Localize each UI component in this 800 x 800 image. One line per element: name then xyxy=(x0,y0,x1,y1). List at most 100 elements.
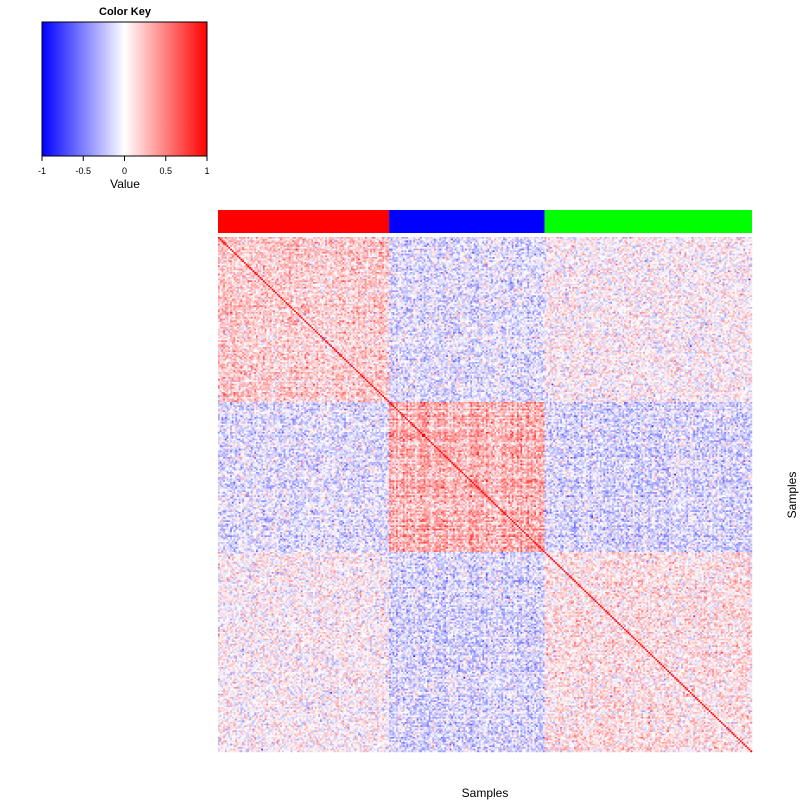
heatmap-cell xyxy=(361,244,363,246)
heatmap-cell xyxy=(361,242,363,244)
heatmap-cell xyxy=(669,240,671,242)
heatmap-cell xyxy=(263,237,265,239)
heatmap-cell xyxy=(529,239,531,241)
heatmap-cell xyxy=(261,244,263,246)
heatmap-cell xyxy=(522,244,524,246)
heatmap-cell xyxy=(584,240,586,242)
heatmap-cell xyxy=(278,247,280,249)
heatmap-cell xyxy=(422,245,424,247)
heatmap-cell xyxy=(596,240,598,242)
heatmap-cell xyxy=(586,245,588,247)
heatmap-cell xyxy=(619,242,621,244)
heatmap-cell xyxy=(434,245,436,247)
heatmap-cell xyxy=(387,237,389,239)
heatmap-cell xyxy=(622,240,624,242)
heatmap-cell xyxy=(577,239,579,241)
heatmap-cell xyxy=(322,244,324,246)
heatmap-cell xyxy=(517,242,519,244)
heatmap-cell xyxy=(239,240,241,242)
heatmap-cell xyxy=(334,244,336,246)
heatmap-cell xyxy=(588,244,590,246)
heatmap-cell xyxy=(742,237,744,239)
heatmap-cell xyxy=(702,247,704,249)
heatmap-cell xyxy=(242,245,244,247)
heatmap-cell xyxy=(284,242,286,244)
heatmap-cell xyxy=(266,239,268,241)
heatmap-cell xyxy=(348,240,350,242)
heatmap-cell xyxy=(647,237,649,239)
heatmap-cell xyxy=(692,245,694,247)
heatmap-cell xyxy=(520,245,522,247)
heatmap-cell xyxy=(730,237,732,239)
heatmap-cell xyxy=(227,242,229,244)
heatmap-cell xyxy=(408,247,410,249)
heatmap-cell xyxy=(514,239,516,241)
heatmap-cell xyxy=(648,237,650,239)
heatmap-cell xyxy=(612,247,614,249)
heatmap-cell xyxy=(272,239,274,241)
heatmap-cell xyxy=(329,240,331,242)
heatmap-cell xyxy=(479,242,481,244)
heatmap-cell xyxy=(363,237,365,239)
heatmap-cell xyxy=(325,247,327,249)
heatmap-cell xyxy=(405,237,407,239)
heatmap-cell xyxy=(742,239,744,241)
heatmap-cell xyxy=(348,237,350,239)
heatmap-cell xyxy=(299,245,301,247)
heatmap-cell xyxy=(375,249,377,251)
heatmap-cell xyxy=(679,237,681,239)
heatmap-cell xyxy=(711,245,713,247)
heatmap-cell xyxy=(320,247,322,249)
heatmap-cell xyxy=(289,247,291,249)
heatmap-cell xyxy=(235,237,237,239)
heatmap-cell xyxy=(614,239,616,241)
heatmap-cell xyxy=(247,239,249,241)
heatmap-cell xyxy=(733,240,735,242)
heatmap-cell xyxy=(323,247,325,249)
heatmap-cell xyxy=(386,247,388,249)
heatmap-cell xyxy=(221,249,223,251)
heatmap-cell xyxy=(595,240,597,242)
heatmap-cell xyxy=(292,247,294,249)
heatmap-cell xyxy=(543,237,545,239)
heatmap-cell xyxy=(679,242,681,244)
heatmap-cell xyxy=(261,249,263,251)
heatmap-cell xyxy=(505,237,507,239)
heatmap-cell xyxy=(273,239,275,241)
heatmap-cell xyxy=(422,240,424,242)
heatmap-cell xyxy=(536,237,538,239)
heatmap-cell xyxy=(576,242,578,244)
heatmap-cell xyxy=(422,242,424,244)
heatmap-cell xyxy=(709,242,711,244)
color-key-tick-label: -0.5 xyxy=(75,166,91,176)
heatmap-cell xyxy=(429,244,431,246)
heatmap-cell xyxy=(577,242,579,244)
heatmap-cell xyxy=(225,247,227,249)
heatmap-cell xyxy=(545,237,547,239)
heatmap-cell xyxy=(539,237,541,239)
heatmap-cell xyxy=(534,249,536,251)
heatmap-cell xyxy=(323,245,325,247)
heatmap-cell xyxy=(351,247,353,249)
heatmap-cell xyxy=(716,239,718,241)
heatmap-cell xyxy=(303,244,305,246)
heatmap-cell xyxy=(384,247,386,249)
heatmap-cell xyxy=(636,239,638,241)
heatmap-cell xyxy=(318,247,320,249)
heatmap-cell xyxy=(622,242,624,244)
heatmap-cell xyxy=(482,244,484,246)
heatmap-cell xyxy=(427,237,429,239)
heatmap-cell xyxy=(310,245,312,247)
heatmap-cell xyxy=(666,240,668,242)
heatmap-cell xyxy=(456,237,458,239)
heatmap-cell xyxy=(339,247,341,249)
heatmap-cell xyxy=(377,247,379,249)
heatmap-cell xyxy=(334,245,336,247)
heatmap-cell xyxy=(268,249,270,251)
heatmap-cell xyxy=(370,244,372,246)
heatmap-cell xyxy=(598,244,600,246)
heatmap-cell xyxy=(332,237,334,239)
heatmap-cell xyxy=(717,240,719,242)
heatmap-cell xyxy=(249,242,251,244)
heatmap-cell xyxy=(218,249,220,251)
